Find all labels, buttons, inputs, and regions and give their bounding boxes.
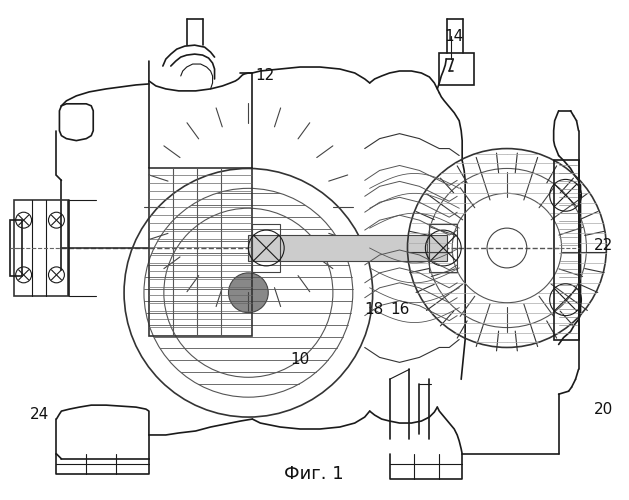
Text: 12: 12: [255, 68, 275, 84]
Bar: [554, 160, 579, 340]
Bar: [252, 224, 280, 272]
Text: 10: 10: [291, 352, 309, 367]
Text: 22: 22: [594, 238, 613, 252]
Circle shape: [228, 273, 268, 312]
Bar: [248, 235, 447, 261]
Text: 18: 18: [364, 302, 383, 317]
Text: 20: 20: [594, 402, 613, 416]
Bar: [439, 53, 474, 85]
Text: 24: 24: [30, 406, 49, 422]
Bar: [14, 200, 69, 296]
Text: 14: 14: [445, 28, 464, 44]
Text: Фиг. 1: Фиг. 1: [284, 465, 344, 483]
Bar: [430, 224, 457, 272]
Text: 16: 16: [390, 302, 409, 317]
Bar: [149, 168, 252, 336]
Bar: [9, 220, 21, 276]
